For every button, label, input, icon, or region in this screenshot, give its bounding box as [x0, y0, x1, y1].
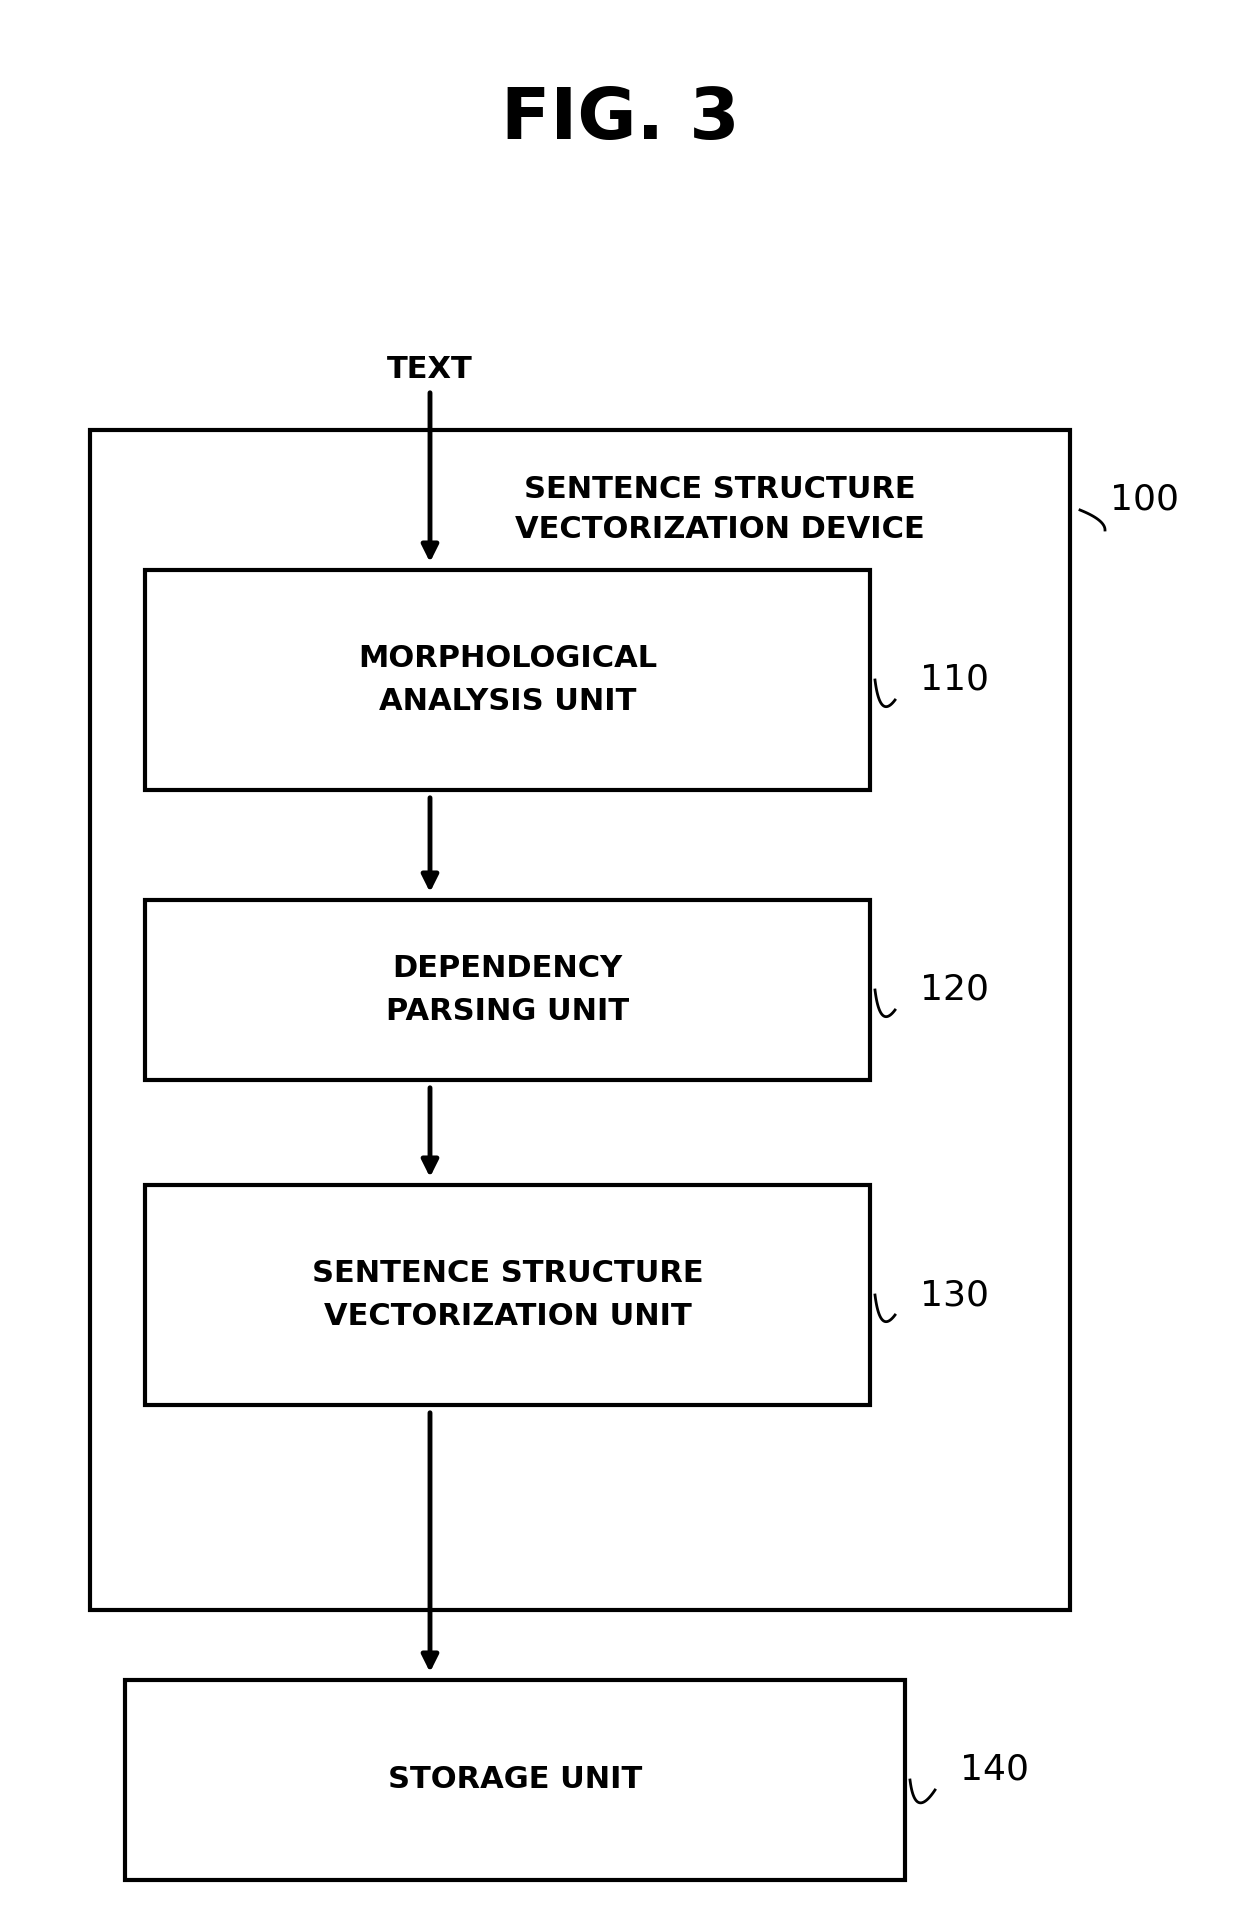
Text: 120: 120	[920, 973, 990, 1007]
Text: SENTENCE STRUCTURE
VECTORIZATION UNIT: SENTENCE STRUCTURE VECTORIZATION UNIT	[311, 1259, 703, 1330]
Text: 100: 100	[1110, 482, 1179, 517]
Text: STORAGE UNIT: STORAGE UNIT	[388, 1766, 642, 1795]
Text: TEXT: TEXT	[387, 356, 472, 384]
Text: FIG. 3: FIG. 3	[501, 85, 739, 154]
Text: 140: 140	[960, 1753, 1029, 1787]
Text: 130: 130	[920, 1278, 990, 1313]
Bar	[91, 431, 1070, 1611]
Text: MORPHOLOGICAL
ANALYSIS UNIT: MORPHOLOGICAL ANALYSIS UNIT	[358, 644, 657, 715]
Text: DEPENDENCY
PARSING UNIT: DEPENDENCY PARSING UNIT	[386, 953, 629, 1026]
Bar	[145, 899, 870, 1080]
Text: SENTENCE STRUCTURE
VECTORIZATION DEVICE: SENTENCE STRUCTURE VECTORIZATION DEVICE	[515, 475, 925, 544]
Bar	[125, 1680, 905, 1880]
Text: 110: 110	[920, 663, 990, 698]
Bar	[145, 1186, 870, 1405]
Bar	[145, 571, 870, 790]
